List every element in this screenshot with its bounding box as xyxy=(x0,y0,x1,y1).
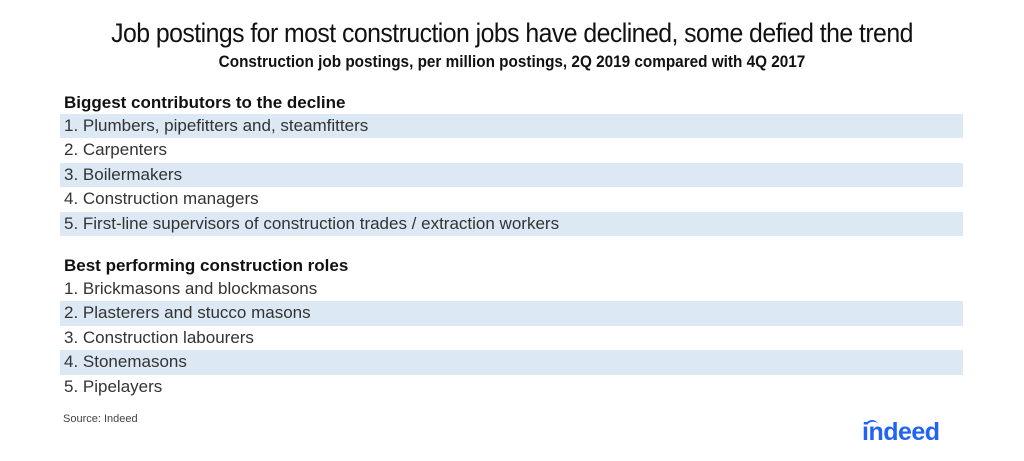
page-title: Job postings for most construction jobs … xyxy=(111,18,913,48)
decline-list-item: 1. Plumbers, pipefitters and, steamfitte… xyxy=(60,114,963,139)
decline-list-item: 5. First-line supervisors of constructio… xyxy=(60,211,963,236)
best-heading: Best performing construction roles xyxy=(64,256,349,275)
decline-list-item: 2. Carpenters xyxy=(64,140,167,160)
decline-list-item: 3. Boilermakers xyxy=(60,162,963,188)
best-list-item: 5. Pipelayers xyxy=(64,376,163,396)
page-subtitle: Construction job postings, per million p… xyxy=(218,52,806,71)
source-note: Source: Indeed xyxy=(63,413,138,425)
best-list-item: 2. Plasterers and stucco masons xyxy=(60,301,963,326)
best-list-item: 3. Construction labourers xyxy=(64,327,254,347)
decline-heading: Biggest contributors to the decline xyxy=(64,93,346,112)
decline-section: Biggest contributors to the decline 1. P… xyxy=(60,92,963,236)
best-list-item: 4. Stonemasons xyxy=(60,350,963,375)
best-section: Best performing construction roles 1. Br… xyxy=(60,255,963,399)
decline-list-item: 4. Construction managers xyxy=(64,189,259,209)
indeed-logo: indeed xyxy=(862,418,940,446)
best-list-item: 1. Brickmasons and blockmasons xyxy=(64,279,318,298)
